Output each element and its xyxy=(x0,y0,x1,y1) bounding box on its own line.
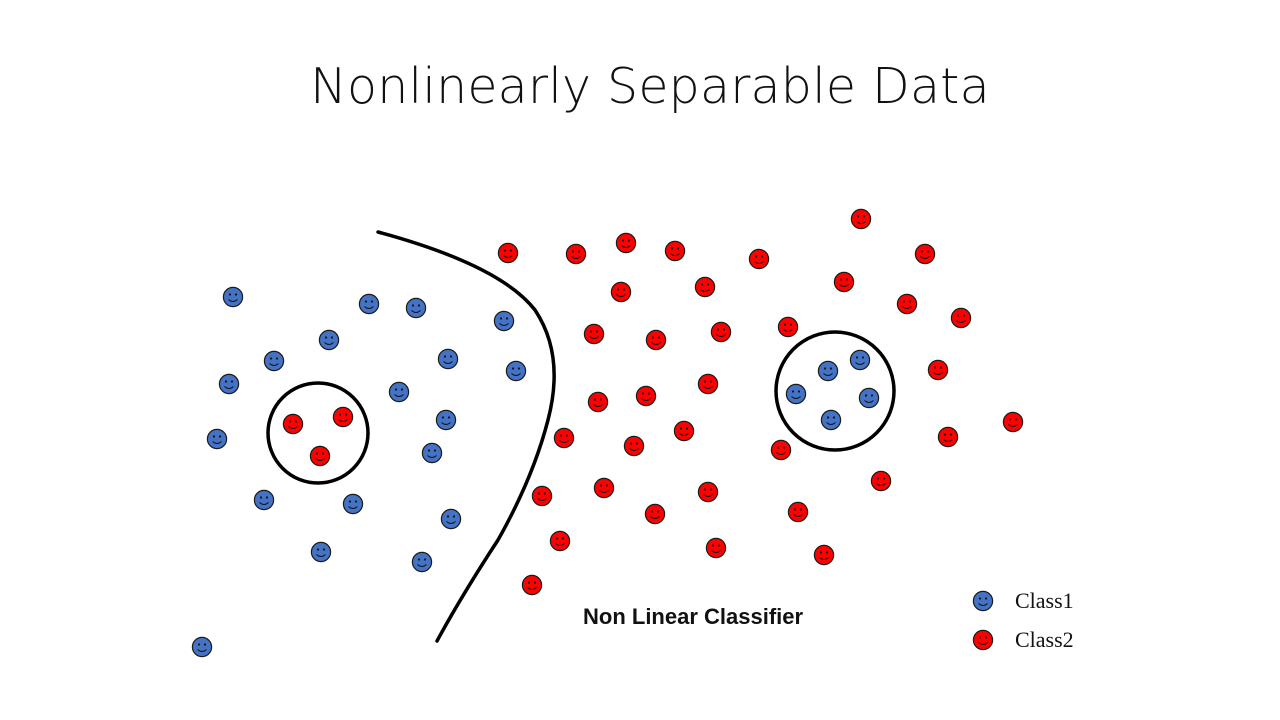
class1-point xyxy=(218,373,240,395)
class2-point xyxy=(705,537,727,559)
class2-point xyxy=(531,485,553,507)
class2-point xyxy=(748,248,770,270)
class2-point xyxy=(787,501,809,523)
class1-point xyxy=(440,508,462,530)
class1-point xyxy=(405,297,427,319)
class2-point xyxy=(697,373,719,395)
class2-point xyxy=(593,477,615,499)
class2-point xyxy=(777,316,799,338)
class2-point xyxy=(282,413,304,435)
class1-point xyxy=(411,551,433,573)
class1-face-icon xyxy=(972,590,994,612)
class1-point xyxy=(310,541,332,563)
class2-point xyxy=(645,329,667,351)
class2-point xyxy=(587,391,609,413)
class1-point xyxy=(263,350,285,372)
class2-point xyxy=(813,544,835,566)
class1-point xyxy=(435,409,457,431)
classifier-caption: Non Linear Classifier xyxy=(583,604,804,629)
class1-point xyxy=(817,360,839,382)
class1-point xyxy=(318,329,340,351)
class1-point xyxy=(820,409,842,431)
left-enclosure-circle xyxy=(266,381,370,485)
class2-point xyxy=(697,481,719,503)
class2-point xyxy=(497,242,519,264)
legend-class1: Class1 xyxy=(972,588,1074,614)
class1-point xyxy=(253,489,275,511)
class2-point xyxy=(1002,411,1024,433)
class1-point xyxy=(858,387,880,409)
class2-point xyxy=(615,232,637,254)
class2-point xyxy=(950,307,972,329)
class2-point xyxy=(309,445,331,467)
class2-point xyxy=(694,276,716,298)
class1-point xyxy=(358,293,380,315)
class2-point xyxy=(850,208,872,230)
class2-point xyxy=(553,427,575,449)
class2-point xyxy=(927,359,949,381)
decision-boundary-curve xyxy=(376,230,556,643)
class2-point xyxy=(332,406,354,428)
class2-point xyxy=(870,470,892,492)
class2-point xyxy=(610,281,632,303)
class2-point xyxy=(914,243,936,265)
class2-point xyxy=(521,574,543,596)
legend-class2: Class2 xyxy=(972,627,1074,653)
class1-point xyxy=(785,383,807,405)
class1-point xyxy=(388,381,410,403)
class2-point xyxy=(770,439,792,461)
class2-point xyxy=(710,321,732,343)
class2-point xyxy=(623,435,645,457)
class2-face-icon xyxy=(972,629,994,651)
class1-point xyxy=(437,348,459,370)
class2-point xyxy=(583,323,605,345)
class1-point xyxy=(493,310,515,332)
class1-point xyxy=(505,360,527,382)
class1-point xyxy=(222,286,244,308)
class1-point xyxy=(849,349,871,371)
class1-point xyxy=(191,636,213,658)
class2-point xyxy=(673,420,695,442)
right-enclosure-circle xyxy=(774,330,896,452)
class2-point xyxy=(635,385,657,407)
class2-point xyxy=(833,271,855,293)
slide-title: Nonlinearly Separable Data xyxy=(310,58,990,115)
class1-point xyxy=(206,428,228,450)
legend-class1-label: Class1 xyxy=(1015,588,1074,613)
class2-point xyxy=(644,503,666,525)
class2-point xyxy=(565,243,587,265)
legend-class2-label: Class2 xyxy=(1015,627,1074,652)
class1-point xyxy=(342,493,364,515)
data-points xyxy=(191,208,1024,658)
class2-point xyxy=(896,293,918,315)
class2-point xyxy=(664,240,686,262)
class2-point xyxy=(549,530,571,552)
class1-point xyxy=(421,442,443,464)
class2-point xyxy=(937,426,959,448)
